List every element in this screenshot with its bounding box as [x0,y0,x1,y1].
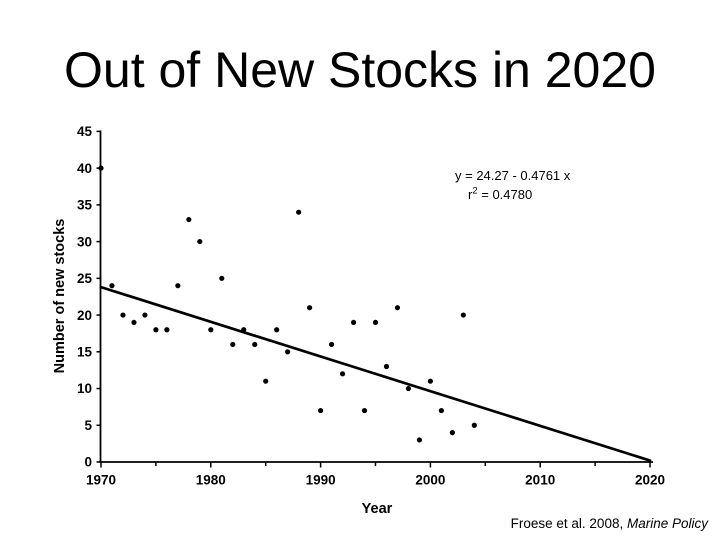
data-point [175,283,181,289]
data-point [307,305,313,311]
data-point [438,407,444,414]
y-axis-title: Number of new stocks [52,219,68,374]
data-point [318,407,324,414]
data-point [285,349,291,355]
data-point [394,305,401,311]
x-tick-label: 1990 [306,473,336,488]
x-axis-ticks: 1970 1980 1990 2000 2010 2020 [86,462,665,488]
data-point [274,327,280,333]
data-point [109,283,115,289]
x-tick-label: 2010 [525,473,555,488]
citation-text: Froese et al. 2008, [510,516,627,531]
citation: Froese et al. 2008, Marine Policy [511,516,708,531]
data-points [98,165,477,443]
data-point [120,312,126,318]
data-point [230,341,236,348]
data-point [383,363,390,370]
data-point [471,422,477,428]
data-point [449,430,455,436]
x-tick-label: 1980 [196,473,226,488]
data-point [263,378,269,384]
trend-equation: y = 24.27 - 0.4761 x [455,168,571,183]
data-point [164,327,170,333]
citation-journal: Marine Policy [626,516,708,531]
x-tick-label: 2020 [635,473,665,488]
y-tick-label: 5 [84,418,92,433]
r-squared-base: r [468,187,473,202]
data-point [296,209,302,215]
data-point [153,327,159,333]
data-point [252,341,258,348]
data-point [405,385,412,392]
data-point [416,437,423,443]
data-point [197,238,203,245]
trend-r-squared: r2 = 0.4780 [468,186,532,203]
y-tick-label: 10 [77,381,92,396]
y-axis-ticks: 0 5 10 15 20 25 30 35 40 45 [77,124,101,470]
y-tick-label: 25 [77,271,93,286]
y-tick-label: 35 [77,198,93,213]
data-point [219,275,225,281]
y-tick-label: 0 [84,455,92,470]
y-tick-label: 20 [77,308,92,323]
data-point [372,319,379,326]
x-tick-label: 1970 [86,473,116,488]
data-point [208,327,214,333]
x-axis-title: Year [362,501,393,517]
data-point [142,312,148,318]
data-point [98,165,104,171]
data-point [186,216,192,223]
x-tick-label: 2000 [415,473,445,488]
data-point [460,312,466,318]
data-point [361,407,368,414]
data-point [328,341,335,348]
data-point [350,319,357,326]
data-point [241,327,247,333]
slide-title: Out of New Stocks in 2020 [64,42,656,98]
y-tick-label: 15 [77,344,93,359]
data-point [131,319,137,326]
y-tick-label: 45 [77,124,93,139]
r-squared-sup: 2 [472,186,477,197]
data-point [339,371,346,377]
data-point [427,378,433,384]
y-tick-label: 40 [77,161,92,176]
r-squared-rest: = 0.4780 [478,187,533,202]
y-tick-label: 30 [77,234,92,249]
trend-line [99,285,652,462]
